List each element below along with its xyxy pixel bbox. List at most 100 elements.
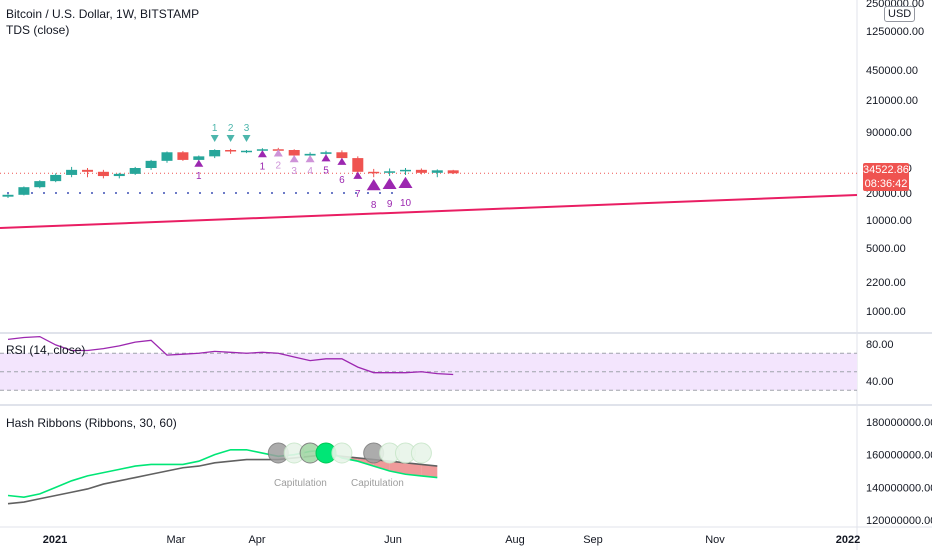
candle-body (415, 169, 427, 173)
price-tick-label: 20000.00 (866, 188, 912, 200)
support-dot (283, 192, 285, 194)
candle-body (129, 168, 141, 174)
candle-body (18, 187, 30, 195)
candle-body (82, 169, 93, 172)
td-sell-count: 3 (244, 123, 250, 134)
price-tick-label: 210000.00 (866, 95, 918, 107)
time-axis[interactable]: 2021 Mar Apr Jun Aug Sep Nov 2022 (43, 534, 860, 546)
price-tick-label: 90000.00 (866, 127, 912, 139)
td-buy-arrow (353, 171, 363, 179)
hash-ribbons-pane: 180000000.00 160000000.00 140000000.00 1200… (7, 417, 932, 527)
td-buy-arrow (257, 150, 267, 158)
td-buy-arrow (337, 157, 347, 165)
candle-body (145, 160, 157, 168)
price-tick-label: 5000.00 (866, 243, 906, 255)
support-dot (91, 192, 93, 194)
rsi-pane: 80.00 40.00 (0, 335, 894, 391)
candle-body (225, 150, 237, 152)
candle-body (320, 152, 332, 154)
support-dot (139, 192, 141, 194)
candle-body (50, 174, 62, 182)
td-buy-count: 2 (276, 161, 282, 172)
td-buy-arrow (398, 176, 413, 188)
candle-body (2, 194, 14, 197)
time-tick-label: Jun (384, 534, 402, 546)
support-dot (127, 192, 129, 194)
td-sell-count: 2 (228, 123, 234, 134)
support-dot (391, 192, 393, 194)
time-tick-label: Apr (248, 534, 265, 546)
rsi-tick-label: 40.00 (866, 376, 894, 388)
hash-tick-label: 160000000.00 (866, 450, 932, 462)
td-sell-arrow (242, 135, 251, 142)
support-dot (175, 192, 177, 194)
candle-body (34, 181, 46, 188)
support-dot (67, 192, 69, 194)
td-buy-count: 8 (371, 200, 377, 211)
hash-ribbon-fill (405, 462, 422, 476)
study-label-hash-ribbons[interactable]: Hash Ribbons (Ribbons, 30, 60) (6, 416, 177, 430)
support-dot (55, 192, 57, 194)
capitulation-circle (410, 442, 432, 464)
td-buy-arrow (321, 154, 331, 162)
candle-body (256, 149, 268, 151)
support-dot (367, 192, 369, 194)
td-buy-count: 1 (260, 161, 266, 172)
price-axis[interactable]: 2500000.00 1250000.00 450000.00 210000.00 90… (866, 0, 924, 318)
td-sell-count: 1 (212, 123, 218, 134)
support-dot (319, 192, 321, 194)
chart-title[interactable]: Bitcoin / U.S. Dollar, 1W, BITSTAMP (6, 7, 200, 21)
td-buy-count: 9 (387, 199, 393, 210)
time-tick-label: Aug (505, 534, 525, 546)
candle-body (66, 169, 78, 175)
time-tick-label: Mar (167, 534, 186, 546)
candles-layer (2, 147, 459, 198)
candle-body (384, 171, 396, 173)
candle-body (193, 156, 205, 160)
last-price-tag: 34522.86 08:36:42 (863, 163, 909, 191)
td-buy-arrow (194, 159, 204, 167)
support-dot (7, 192, 9, 194)
support-dot (235, 192, 237, 194)
td-buy-count: 1 (196, 171, 202, 182)
support-dot (43, 192, 45, 194)
support-dot (31, 192, 33, 194)
candle-body (447, 170, 459, 174)
study-label-tds[interactable]: TDS (close) (6, 23, 70, 37)
time-tick-label: 2021 (43, 534, 67, 546)
last-price-value: 34522.86 (863, 164, 909, 176)
support-dot (379, 192, 381, 194)
td-buy-count: 3 (291, 166, 297, 177)
td-buy-count: 6 (339, 175, 345, 186)
candle-body (97, 171, 109, 177)
td-buy-arrow (382, 177, 397, 190)
candle-body (352, 158, 364, 172)
price-tick-label: 10000.00 (866, 215, 912, 227)
candle-body (304, 153, 316, 156)
support-dot (187, 192, 189, 194)
hash-tick-label: 180000000.00 (866, 417, 932, 429)
currency-button[interactable]: USD (884, 6, 916, 22)
price-tick-label: 2500000.00 (866, 0, 924, 10)
support-dot (211, 192, 213, 194)
trendline[interactable] (0, 194, 858, 229)
candle-body (400, 169, 411, 172)
candle-body (288, 150, 300, 156)
time-tick-label: 2022 (836, 534, 860, 546)
trendline-segment (0, 194, 858, 229)
study-label-rsi[interactable]: RSI (14, close) (6, 343, 86, 357)
candle-body (431, 170, 443, 173)
time-tick-label: Nov (705, 534, 725, 546)
price-tick-label: 1250000.00 (866, 26, 924, 38)
price-tick-label: 450000.00 (866, 65, 918, 77)
support-dot (199, 192, 201, 194)
td-buy-arrow (366, 178, 381, 191)
bar-countdown: 08:36:42 (864, 178, 908, 190)
support-dot (343, 192, 345, 194)
td-buy-count: 4 (307, 166, 313, 177)
td-buy-count: 5 (323, 165, 329, 176)
candle-body (241, 150, 252, 153)
candle-body (161, 152, 173, 161)
